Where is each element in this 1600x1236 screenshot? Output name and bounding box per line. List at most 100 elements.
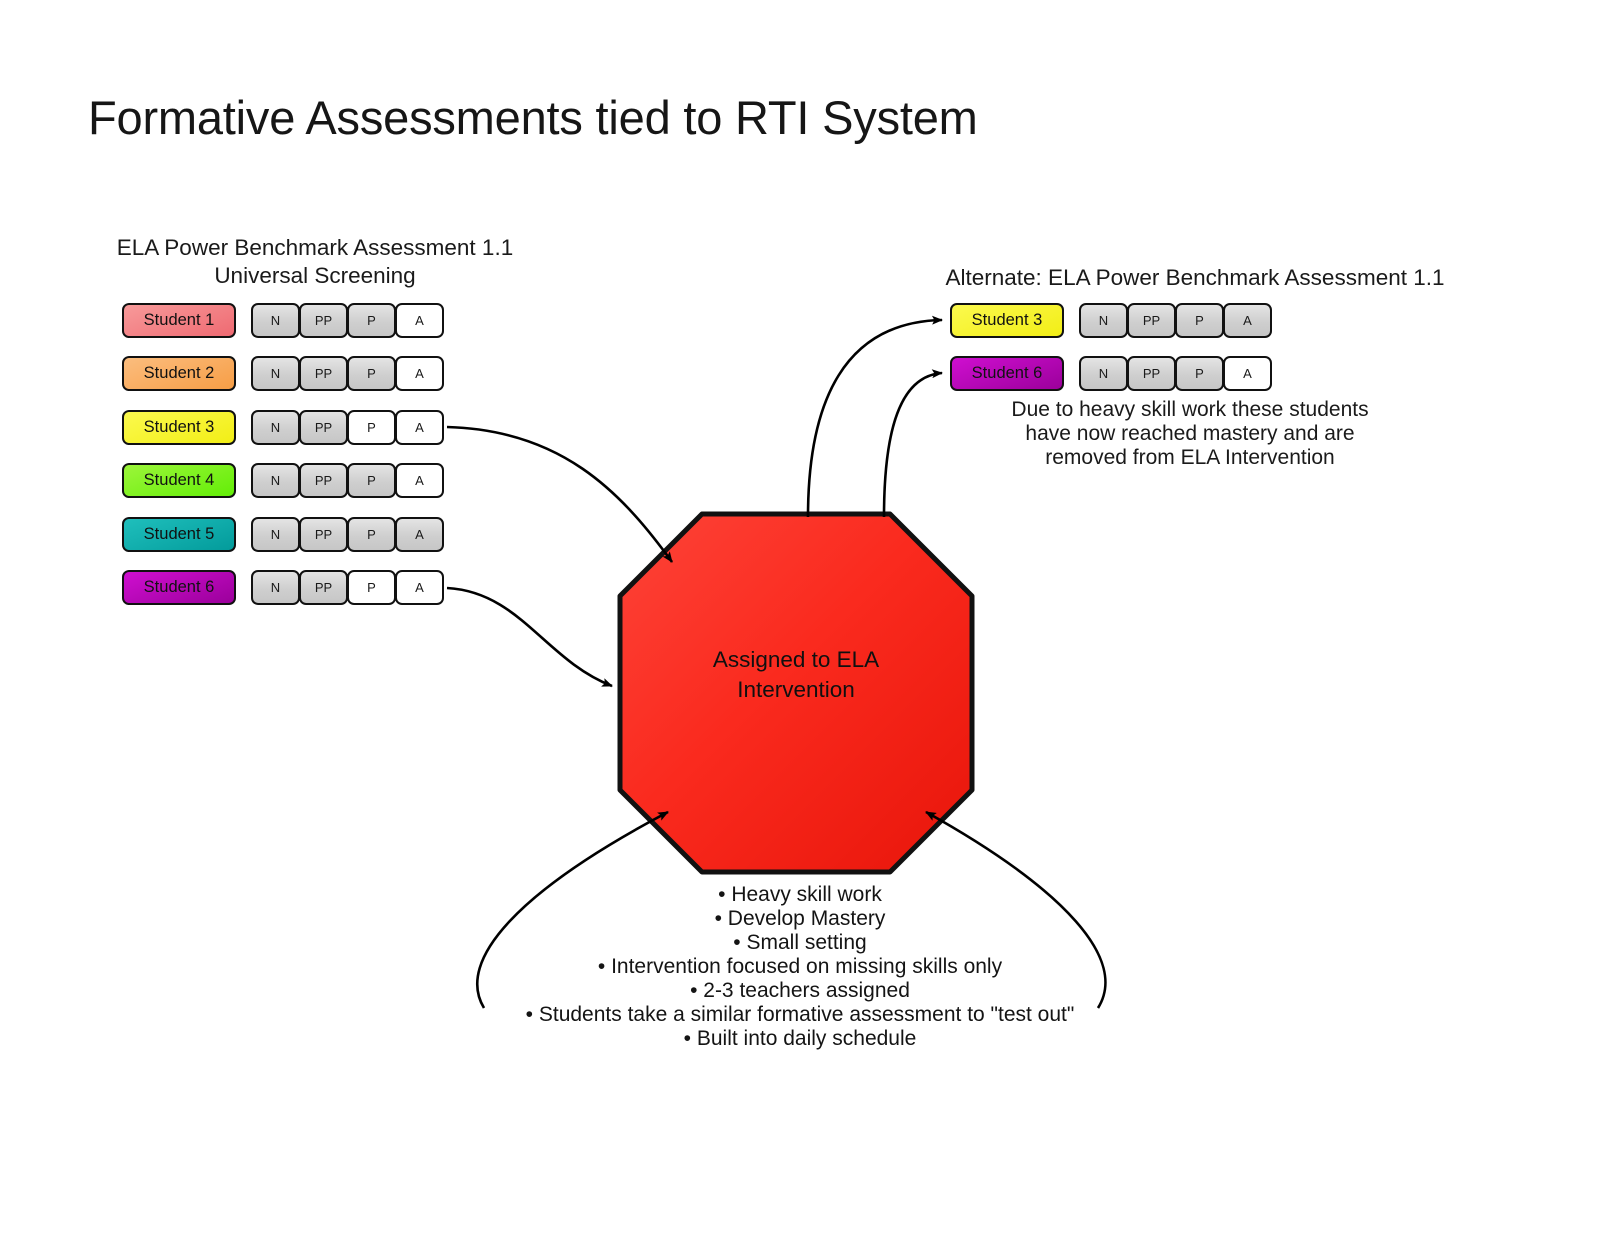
student-chip[interactable]: Student 6 [950,356,1064,391]
bullet-item: • 2-3 teachers assigned [690,979,910,1002]
student-chip[interactable]: Student 4 [122,463,236,498]
assessment-cell-label: PP [314,580,333,595]
page-title: Formative Assessments tied to RTI System [88,91,978,144]
assessment-cell-a[interactable]: A [1223,356,1272,391]
student-chip[interactable]: Student 6 [122,570,236,605]
assessment-cell-a[interactable]: A [395,409,444,445]
assessment-cell-n[interactable]: N [251,302,300,338]
assessment-cell-n[interactable]: N [251,463,300,498]
student-chip-label: Student 5 [143,524,215,543]
assessment-cell-label: A [415,580,424,595]
right-panel-heading: Alternate: ELA Power Benchmark Assessmen… [945,265,1445,290]
assessment-cell-label: P [367,526,376,542]
assessment-cell-label: PP [314,312,333,328]
assessment-cell-a[interactable]: A [395,302,444,338]
assessment-cell-pp[interactable]: PP [299,356,348,391]
assessment-cell-p[interactable]: P [347,463,396,498]
assessment-cell-pp[interactable]: PP [299,570,348,605]
assessment-cell-label: P [367,419,376,435]
assessment-cell-label: N [270,312,281,328]
student-row: Student 2 N PP P A [122,356,444,392]
assessment-cell-label: PP [314,366,333,381]
assessment-cell-label: PP [314,526,333,542]
student-row: Student 3 N PP P A [950,302,1272,338]
assessment-cell-pp[interactable]: PP [1127,302,1176,338]
assessment-cell-p[interactable]: P [347,356,396,391]
right-student-rows: Student 3 N PP P A Student 6 N PP P A [950,302,1410,412]
octagon-label: Assigned to ELA Intervention [712,647,880,702]
bullet-item: • Small setting [733,931,867,954]
assessment-cell-pp[interactable]: PP [299,463,348,498]
assessment-cell-p[interactable]: P [1175,302,1224,338]
assessment-cell-a[interactable]: A [395,516,444,552]
assessment-cell-label: P [367,580,376,595]
student-chip[interactable]: Student 1 [122,302,236,338]
assessment-cell-n[interactable]: N [251,516,300,552]
assessment-cell-label: P [367,473,376,488]
alternate-note: Due to heavy skill work these students h… [1011,398,1369,469]
student-chip-label: Student 1 [143,310,215,329]
bullet-item: • Heavy skill work [718,883,882,906]
assessment-cell-label: P [1195,366,1204,381]
bullet-item: • Intervention focused on missing skills… [597,955,1003,978]
bullet-item: • Students take a similar formative asse… [525,1003,1075,1026]
assessment-cell-group: N PP P A [1079,302,1272,338]
assessment-cell-label: A [1243,366,1252,381]
assessment-cell-pp[interactable]: PP [299,409,348,445]
assessment-cell-group: N PP P A [251,463,444,498]
assessment-cell-p[interactable]: P [347,570,396,605]
assessment-cell-label: PP [1142,366,1161,381]
assessment-cell-label: N [1098,312,1109,328]
assessment-cell-p[interactable]: P [1175,356,1224,391]
student-row: Student 5 N PP P A [122,516,444,552]
assessment-cell-label: PP [314,419,333,435]
student-chip[interactable]: Student 3 [122,409,236,445]
student-chip-label: Student 2 [143,364,215,382]
assessment-cell-label: PP [314,473,333,488]
assessment-cell-a[interactable]: A [395,463,444,498]
assessment-cell-n[interactable]: N [251,570,300,605]
assessment-cell-group: N PP P A [251,570,444,605]
left-student-rows: Student 1 N PP P A Student 2 N PP P A Student 3 N PP… [122,302,582,612]
assessment-cell-pp[interactable]: PP [1127,356,1176,391]
assessment-cell-a[interactable]: A [1223,302,1272,338]
student-chip[interactable]: Student 2 [122,356,236,391]
left-panel-heading: ELA Power Benchmark Assessment 1.1 Unive… [116,235,514,288]
assessment-cell-label: N [1098,366,1109,381]
assessment-cell-p[interactable]: P [347,409,396,445]
assessment-cell-label: A [415,473,424,488]
intervention-bullet-list: • Heavy skill work • Develop Mastery • Sma… [450,883,1150,1051]
assessment-cell-pp[interactable]: PP [299,302,348,338]
assessment-cell-n[interactable]: N [1079,356,1128,391]
bullet-item: • Develop Mastery [714,907,886,930]
assessment-cell-label: A [415,419,424,435]
bullet-item: • Built into daily schedule [683,1027,917,1050]
assessment-cell-group: N PP P A [251,409,444,445]
assessment-cell-group: N PP P A [251,356,444,391]
assessment-cell-a[interactable]: A [395,570,444,605]
student-chip[interactable]: Student 3 [950,302,1064,338]
assessment-cell-p[interactable]: P [347,302,396,338]
assessment-cell-n[interactable]: N [251,356,300,391]
assessment-cell-pp[interactable]: PP [299,516,348,552]
assessment-cell-n[interactable]: N [251,409,300,445]
assessment-cell-label: P [367,366,376,381]
assessment-cell-n[interactable]: N [1079,302,1128,338]
assessment-cell-group: N PP P A [251,516,444,552]
assessment-cell-label: P [1195,312,1204,328]
assessment-cell-label: N [270,366,281,381]
student-chip-label: Student 6 [971,364,1043,382]
assessment-cell-label: A [415,312,424,328]
assessment-cell-label: N [270,473,281,488]
assessment-cell-label: P [367,312,376,328]
assessment-cell-group: N PP P A [1079,356,1272,391]
assessment-cell-p[interactable]: P [347,516,396,552]
assessment-cell-label: N [270,419,281,435]
assessment-cell-a[interactable]: A [395,356,444,391]
student-chip-label: Student 4 [143,471,215,489]
student-chip[interactable]: Student 5 [122,516,236,552]
student-chip-label: Student 3 [143,417,215,436]
assessment-cell-label: A [415,366,424,381]
student-row: Student 1 N PP P A [122,302,444,338]
